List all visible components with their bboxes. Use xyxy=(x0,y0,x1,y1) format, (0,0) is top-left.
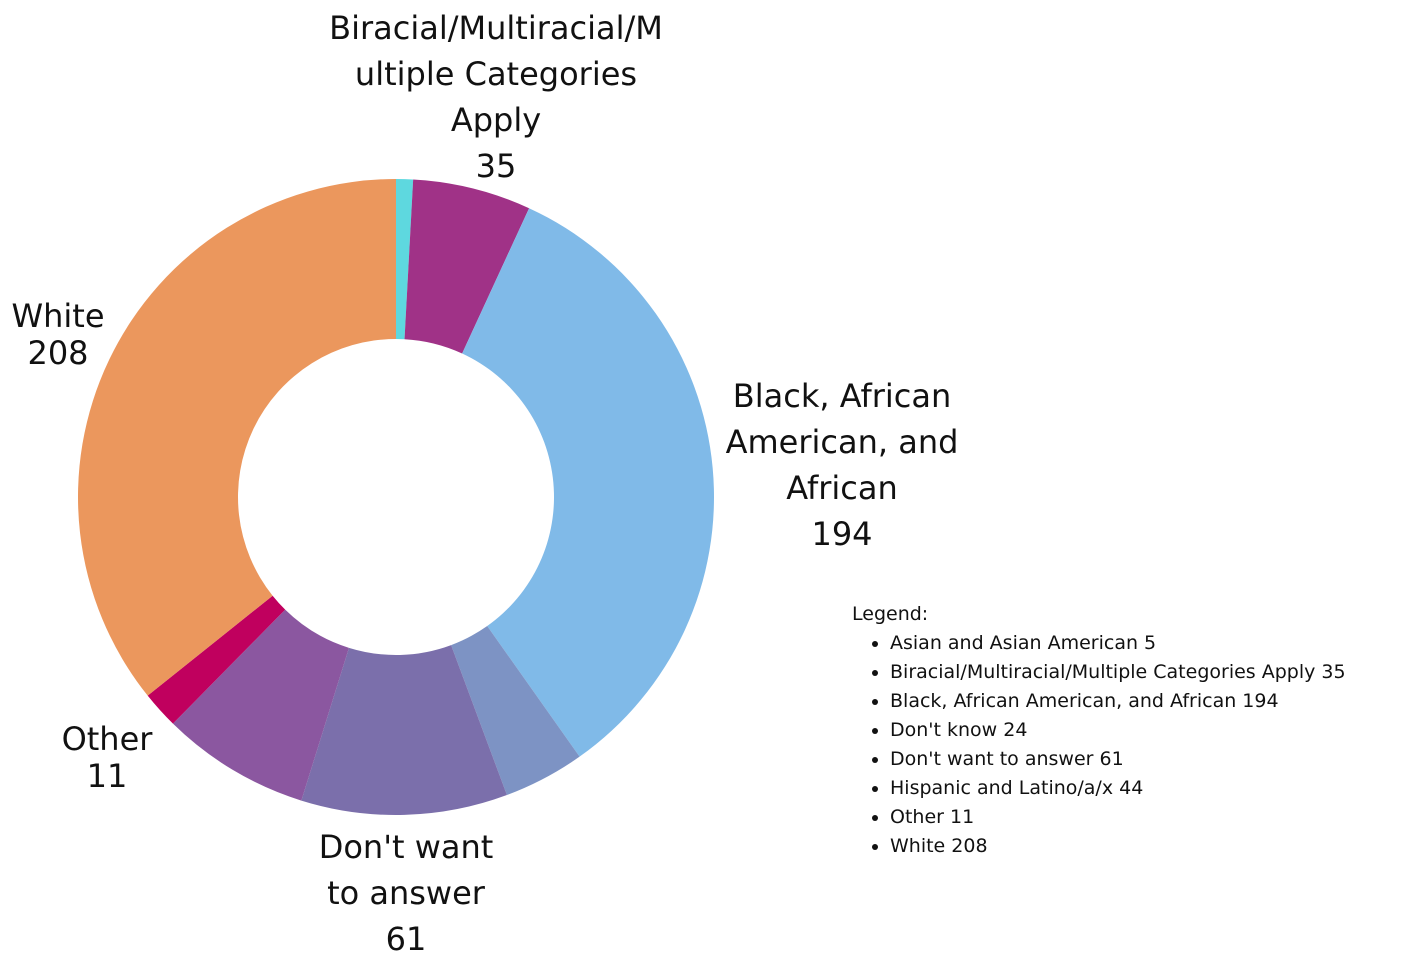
legend: Legend: Asian and Asian American 5 Birac… xyxy=(852,600,1397,861)
slice-hispanic-latino xyxy=(172,609,349,801)
legend-item-dont-want-to-answer: Don't want to answer 61 xyxy=(890,745,1397,774)
slice-dont-know xyxy=(451,626,580,796)
legend-item-dont-know: Don't know 24 xyxy=(890,716,1397,745)
slice-other xyxy=(147,595,286,724)
legend-title: Legend: xyxy=(852,603,929,625)
legend-item-black-african-american: Black, African American, and African 194 xyxy=(890,687,1397,716)
legend-item-white: White 208 xyxy=(890,832,1397,861)
slice-label-biracial: Biracial/Multiracial/M ultiple Categorie… xyxy=(329,9,663,185)
slice-label-other: Other 11 xyxy=(61,720,153,795)
legend-item-other: Other 11 xyxy=(890,803,1397,832)
legend-list: Asian and Asian American 5 Biracial/Mult… xyxy=(852,629,1397,861)
slice-white xyxy=(78,179,396,696)
legend-item-asian: Asian and Asian American 5 xyxy=(890,629,1397,658)
slice-dont-want-to-answer xyxy=(301,645,507,815)
slice-biracial xyxy=(404,179,530,354)
slice-label-dont-want-to-answer: Don't want to answer 61 xyxy=(318,828,494,958)
slice-label-white: White 208 xyxy=(11,297,105,372)
slice-label-black-african-american: Black, African American, and African 194 xyxy=(725,377,959,553)
slice-black-african-american xyxy=(462,208,714,757)
legend-item-hispanic-latino: Hispanic and Latino/a/x 44 xyxy=(890,774,1397,803)
slice-asian xyxy=(396,179,414,340)
legend-item-biracial: Biracial/Multiracial/Multiple Categories… xyxy=(890,658,1397,687)
